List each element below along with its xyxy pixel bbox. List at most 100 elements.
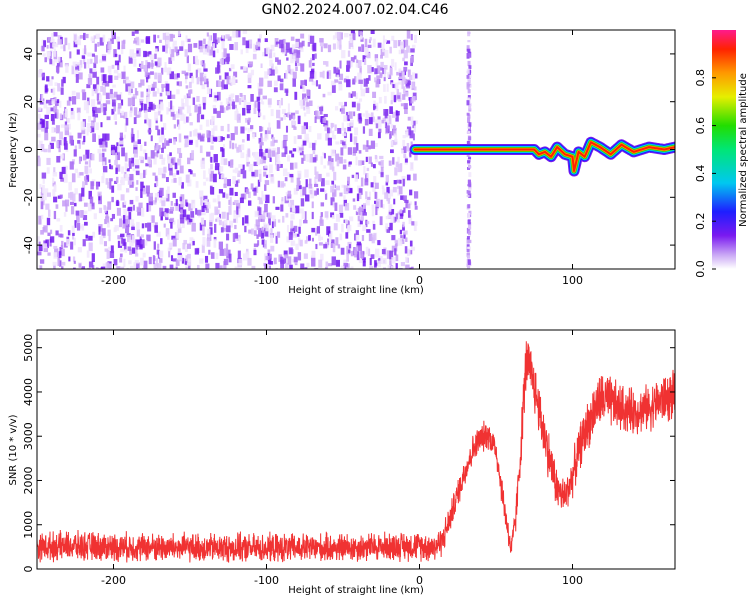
noise-cell [295, 110, 299, 115]
noise-cell [139, 236, 142, 241]
y-tick-label: 0 [22, 146, 35, 153]
noise-cell [110, 38, 114, 44]
noise-cell [175, 205, 179, 211]
noise-cell [245, 188, 250, 195]
noise-cell [98, 207, 103, 214]
noise-cell [187, 258, 192, 266]
noise-cell [101, 176, 105, 184]
noise-cell [403, 91, 409, 97]
noise-cell [336, 74, 340, 78]
noise-cell [154, 197, 157, 203]
noise-cell [382, 39, 387, 43]
noise-cell [153, 34, 157, 43]
noise-cell [361, 44, 365, 52]
noise-cell [383, 64, 388, 70]
noise-cell [133, 262, 137, 269]
noise-cell [208, 47, 214, 56]
noise-cell [125, 188, 130, 193]
noise-cell [369, 37, 372, 41]
noise-cell [402, 134, 406, 139]
noise-cell [76, 49, 80, 55]
noise-cell [195, 139, 199, 148]
noise-stripe-cell [467, 255, 471, 259]
noise-cell [270, 228, 273, 235]
noise-stripe-cell [467, 118, 471, 124]
noise-cell [395, 161, 399, 168]
noise-cell [264, 240, 267, 249]
noise-cell [248, 163, 253, 172]
noise-cell [86, 84, 91, 89]
noise-cell [406, 30, 411, 39]
noise-cell [222, 192, 226, 198]
noise-cell [196, 113, 200, 123]
noise-cell [216, 49, 219, 54]
noise-cell [218, 201, 221, 208]
noise-cell [218, 219, 222, 226]
noise-cell [331, 158, 334, 163]
noise-cell [398, 97, 402, 102]
noise-stripe-cell [466, 265, 470, 269]
noise-cell [52, 177, 55, 184]
noise-cell [257, 82, 262, 92]
noise-cell [254, 210, 259, 218]
noise-cell [351, 45, 354, 50]
noise-cell [250, 69, 255, 76]
noise-cell [62, 76, 66, 84]
noise-cell [253, 230, 257, 237]
noise-cell [143, 149, 147, 154]
noise-cell [403, 39, 409, 48]
noise-cell [100, 86, 104, 92]
noise-cell [335, 153, 340, 162]
noise-cell [373, 142, 378, 147]
noise-cell [394, 167, 398, 176]
noise-cell [389, 133, 392, 140]
noise-cell [116, 199, 119, 206]
noise-cell [185, 202, 189, 207]
noise-cell [144, 110, 148, 119]
noise-cell [335, 67, 339, 73]
noise-cell [400, 103, 405, 107]
noise-cell [98, 94, 102, 102]
noise-cell [87, 168, 92, 174]
noise-cell [286, 236, 291, 243]
noise-cell [119, 132, 124, 139]
noise-cell [131, 157, 135, 164]
noise-cell [383, 68, 387, 78]
noise-cell [320, 253, 324, 261]
noise-cell [129, 110, 133, 118]
noise-cell [84, 221, 88, 226]
noise-cell [129, 249, 133, 255]
noise-cell [296, 49, 301, 58]
noise-cell [330, 149, 336, 157]
noise-cell [391, 35, 395, 42]
noise-cell [40, 143, 45, 152]
noise-cell [207, 41, 212, 50]
noise-cell [210, 170, 214, 179]
noise-cell [139, 155, 144, 160]
noise-cell [400, 195, 405, 200]
noise-cell [123, 111, 128, 119]
noise-cell [153, 81, 157, 89]
noise-cell [170, 158, 174, 165]
noise-cell [270, 245, 275, 252]
noise-stripe-cell [468, 156, 472, 160]
noise-cell [38, 215, 42, 225]
snr-y-axis-label: SNR (10 * v/v) [8, 414, 19, 485]
noise-cell [297, 170, 302, 179]
noise-cell [55, 125, 60, 134]
noise-cell [405, 131, 409, 138]
noise-cell [271, 150, 276, 157]
noise-cell [77, 140, 81, 144]
noise-cell [372, 186, 376, 192]
noise-cell [141, 239, 145, 249]
noise-cell [48, 36, 51, 41]
noise-cell [277, 180, 281, 188]
noise-cell [253, 191, 257, 196]
noise-cell [387, 265, 391, 269]
noise-cell [374, 191, 377, 199]
noise-cell [346, 184, 351, 189]
noise-cell [213, 239, 217, 248]
noise-cell [209, 227, 213, 235]
noise-cell [139, 98, 144, 103]
